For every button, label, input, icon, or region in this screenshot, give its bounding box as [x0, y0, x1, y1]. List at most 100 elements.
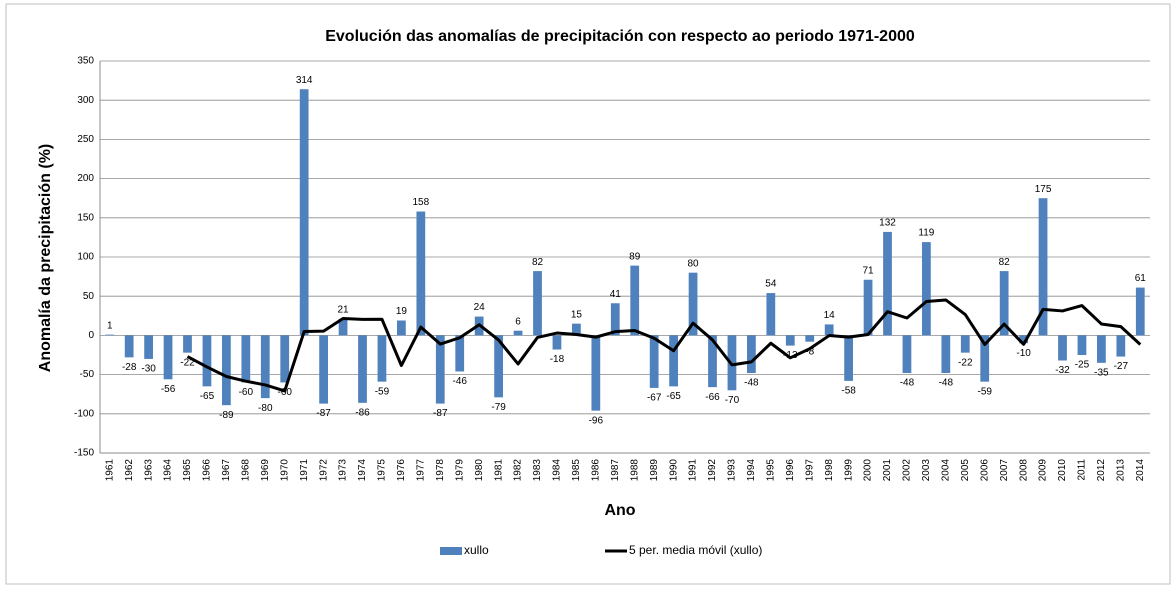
x-tick-label: 2005 [960, 459, 971, 482]
x-tick-label: 1972 [318, 459, 329, 482]
x-tick-label: 1984 [552, 459, 563, 482]
bar [883, 231, 892, 336]
bar [416, 211, 426, 336]
bar [513, 330, 523, 336]
bar [844, 335, 853, 381]
x-tick-label: 1975 [377, 459, 388, 482]
data-label: -79 [491, 402, 506, 413]
x-tick-label: 1983 [532, 459, 543, 482]
bar [397, 320, 406, 336]
data-label: -65 [200, 391, 215, 402]
y-tick-label: 50 [83, 291, 95, 302]
data-label: -66 [705, 392, 720, 403]
y-tick-label: 100 [77, 252, 94, 263]
x-tick-label: 1989 [649, 459, 660, 482]
bar [1019, 335, 1028, 344]
bar [163, 335, 173, 380]
bar [863, 279, 873, 336]
bar [1077, 335, 1087, 355]
x-tick-label: 1991 [688, 459, 699, 482]
y-axis-title: Anomalía da precipitación (%) [37, 144, 54, 372]
data-label: 314 [296, 75, 313, 86]
data-label: 54 [765, 279, 777, 290]
x-tick-label: 1961 [104, 459, 115, 482]
bar [1135, 287, 1145, 336]
data-label: -87 [316, 408, 331, 419]
data-label: -80 [258, 403, 273, 414]
y-tick-label: 150 [77, 212, 94, 223]
bar [960, 335, 970, 353]
data-label: -18 [550, 354, 565, 365]
y-tick-label: 300 [77, 95, 94, 106]
bar [105, 334, 115, 336]
y-tick-label: -100 [74, 408, 94, 419]
x-tick-label: 2006 [979, 459, 990, 482]
x-tick-label: 1985 [571, 459, 582, 482]
chart-frame [5, 3, 1171, 585]
x-tick-label: 1968 [240, 459, 251, 482]
x-tick-label: 1964 [163, 459, 174, 482]
bar [1116, 335, 1126, 357]
bar [708, 335, 717, 388]
x-tick-label: 1995 [765, 459, 776, 482]
bar [572, 323, 581, 336]
x-tick-label: 1982 [513, 459, 524, 482]
data-label: -46 [452, 376, 467, 387]
bar [358, 335, 367, 403]
bar [241, 335, 251, 383]
data-label: -13 [783, 350, 798, 361]
x-tick-label: 2001 [882, 459, 893, 482]
x-tick-label: 2002 [902, 459, 913, 482]
x-tick-label: 1970 [279, 459, 290, 482]
data-label: 89 [629, 251, 641, 262]
data-label: -96 [589, 415, 604, 426]
x-tick-label: 1979 [454, 459, 465, 482]
data-label: -22 [180, 357, 195, 368]
bar [222, 335, 231, 406]
bar [260, 335, 270, 399]
x-tick-label: 1969 [260, 459, 271, 482]
x-tick-label: 2007 [999, 459, 1010, 482]
bar [610, 303, 620, 336]
bar [124, 335, 134, 358]
data-label: 82 [999, 257, 1011, 268]
data-label: 19 [396, 306, 408, 317]
x-tick-label: 2012 [1096, 459, 1107, 482]
data-label: -35 [1094, 367, 1109, 378]
x-tick-label: 1990 [668, 459, 679, 482]
x-tick-label: 1980 [474, 459, 485, 482]
x-tick-label: 1993 [727, 459, 738, 482]
bar [377, 335, 387, 382]
x-tick-label: 1974 [357, 459, 368, 482]
bar [183, 335, 192, 353]
data-label: -30 [141, 364, 156, 375]
data-label: -56 [161, 384, 176, 395]
bar [202, 335, 212, 387]
data-label: -25 [1075, 360, 1090, 371]
bar [785, 335, 795, 346]
x-tick-label: 1971 [299, 459, 310, 482]
x-tick-label: 1978 [435, 459, 446, 482]
data-label: -89 [219, 410, 234, 421]
y-tick-label: 200 [77, 173, 94, 184]
x-tick-label: 1973 [338, 459, 349, 482]
bar [766, 293, 776, 336]
y-tick-label: -150 [74, 448, 94, 459]
data-label: 175 [1035, 184, 1052, 195]
data-label: 132 [879, 218, 896, 229]
data-label: -86 [355, 407, 370, 418]
x-tick-label: 2009 [1038, 459, 1049, 482]
data-label: 6 [515, 316, 521, 327]
x-tick-label: 2003 [921, 459, 932, 482]
bar [669, 335, 678, 387]
x-tick-label: 1996 [785, 459, 796, 482]
x-tick-label: 1966 [202, 459, 213, 482]
data-label: -59 [375, 386, 390, 397]
chart-title: Evolución das anomalías de precipitación… [325, 28, 915, 45]
x-tick-label: 1992 [707, 459, 718, 482]
data-label: -70 [725, 395, 740, 406]
bar [1038, 198, 1048, 336]
x-tick-label: 1994 [746, 459, 757, 482]
y-tick-label: -50 [80, 369, 95, 380]
data-label: 119 [918, 228, 934, 239]
